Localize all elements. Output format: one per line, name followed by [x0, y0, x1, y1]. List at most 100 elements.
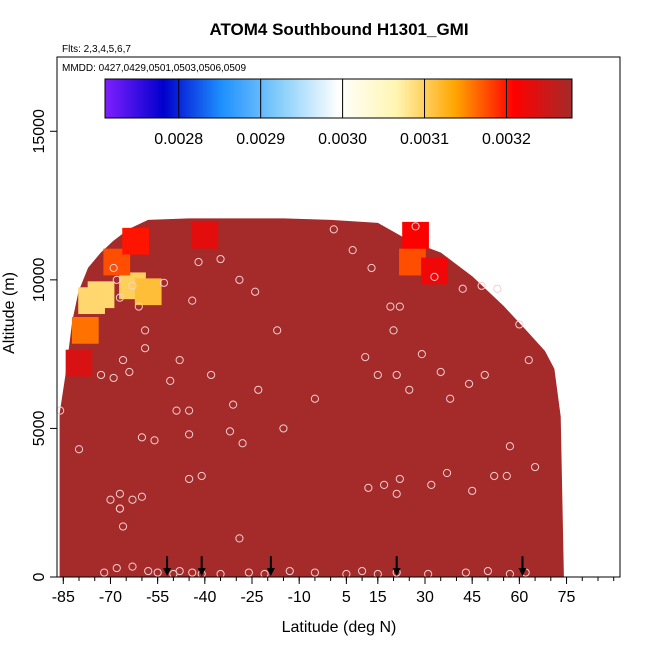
observation-point — [392, 370, 401, 380]
observation-point — [364, 483, 373, 492]
flight-arrowhead — [197, 568, 206, 576]
heat-cell — [191, 221, 219, 249]
x-axis-label: Latitude (deg N) — [282, 619, 397, 636]
heat-cell — [134, 278, 162, 306]
observation-point — [229, 400, 238, 409]
observation-point — [461, 568, 470, 577]
observation-point — [188, 568, 197, 577]
flights-label: Flts: 2,3,4,5,6,7 — [62, 44, 131, 55]
observation-point — [175, 355, 184, 365]
observation-point — [144, 566, 153, 576]
observation-point — [140, 344, 150, 353]
observation-point — [254, 385, 263, 394]
observation-point — [442, 468, 452, 478]
observation-point — [361, 353, 370, 362]
observation-point — [166, 376, 175, 385]
observation-point — [150, 436, 159, 445]
observation-point — [153, 568, 162, 577]
observation-point — [490, 471, 499, 481]
observation-point — [185, 474, 194, 484]
observation-point — [310, 568, 320, 577]
observation-point — [458, 284, 467, 293]
observation-point — [389, 326, 398, 335]
observation-point — [109, 373, 118, 383]
x-tick-label: -55 — [146, 589, 169, 606]
observation-point — [273, 326, 282, 335]
observation-point — [207, 370, 216, 380]
observation-point — [279, 424, 288, 433]
observation-point — [112, 275, 121, 284]
y-tick-label: 15000 — [31, 109, 48, 154]
colorbar-tick-label: 0.0028 — [154, 131, 203, 148]
observation-point — [172, 406, 181, 415]
observation-point — [477, 281, 486, 290]
observation-point — [125, 367, 134, 377]
observation-point — [159, 278, 169, 287]
observation-point — [483, 566, 492, 576]
observation-point — [373, 370, 382, 380]
x-tick-label: 75 — [558, 589, 576, 606]
observation-point — [505, 442, 515, 451]
observation-point — [238, 439, 247, 448]
observation-point — [185, 406, 194, 415]
observation-point — [524, 355, 533, 365]
observation-point — [118, 522, 128, 531]
observation-point — [502, 471, 511, 481]
heat-cell — [402, 221, 429, 249]
observation-point — [530, 462, 540, 472]
y-tick-label: 5000 — [31, 411, 48, 447]
observation-point — [285, 566, 294, 576]
heat-cell — [122, 227, 149, 255]
observation-point — [386, 302, 395, 311]
x-axis: -85 -70 -55 -40 -25 -10 5 15 30 45 60 75 — [52, 577, 615, 606]
y-axis: 0 5000 10000 15000 — [31, 109, 57, 581]
chart-title: ATOM4 Southbound H1301_GMI — [209, 20, 468, 39]
plot-frame — [56, 56, 621, 578]
colorbar: 0.0028 0.0029 0.0030 0.0031 0.0032 — [104, 78, 573, 148]
colorbar-gradient — [104, 78, 573, 119]
colorbar-tick-label: 0.0029 — [236, 131, 285, 148]
flight-arrowhead — [266, 568, 275, 576]
observation-point — [430, 272, 439, 281]
observation-point — [106, 495, 115, 504]
colorbar-tick-label: 0.0030 — [318, 131, 367, 148]
observation-point — [464, 379, 474, 388]
heat-cell — [421, 257, 448, 285]
observation-point — [96, 370, 106, 380]
heat-cell — [71, 317, 99, 344]
observation-point — [348, 246, 357, 255]
flight-arrowhead — [392, 568, 401, 576]
colorbar-tick-label: 0.0032 — [482, 131, 531, 148]
observation-point — [137, 433, 147, 442]
observation-point — [128, 495, 137, 504]
x-tick-label: 45 — [463, 589, 481, 606]
y-tick-label: 10000 — [31, 258, 48, 303]
observation-point — [380, 480, 389, 489]
observation-point — [244, 568, 253, 577]
observation-point — [367, 263, 376, 273]
observation-point — [225, 427, 235, 436]
observation-point — [235, 275, 244, 284]
observation-point — [100, 568, 109, 577]
observation-point — [329, 225, 338, 234]
observation-point — [74, 445, 84, 454]
observation-point — [392, 489, 401, 498]
flight-arrowhead — [518, 568, 527, 576]
observation-point — [118, 355, 128, 365]
flight-arrowhead — [163, 568, 172, 576]
flight-arrows — [163, 556, 527, 576]
observation-point — [446, 394, 455, 403]
observation-point — [175, 566, 184, 576]
observation-point — [115, 293, 125, 302]
observation-point — [194, 257, 203, 267]
observation-point — [417, 350, 426, 359]
observation-point — [251, 287, 260, 296]
y-tick-label: 0 — [31, 572, 48, 581]
observation-point — [188, 296, 197, 305]
observation-point — [515, 320, 524, 329]
x-tick-label: -10 — [288, 589, 311, 606]
observation-point — [128, 562, 137, 571]
x-tick-label: -85 — [52, 589, 75, 606]
x-tick-label: 30 — [416, 589, 434, 606]
